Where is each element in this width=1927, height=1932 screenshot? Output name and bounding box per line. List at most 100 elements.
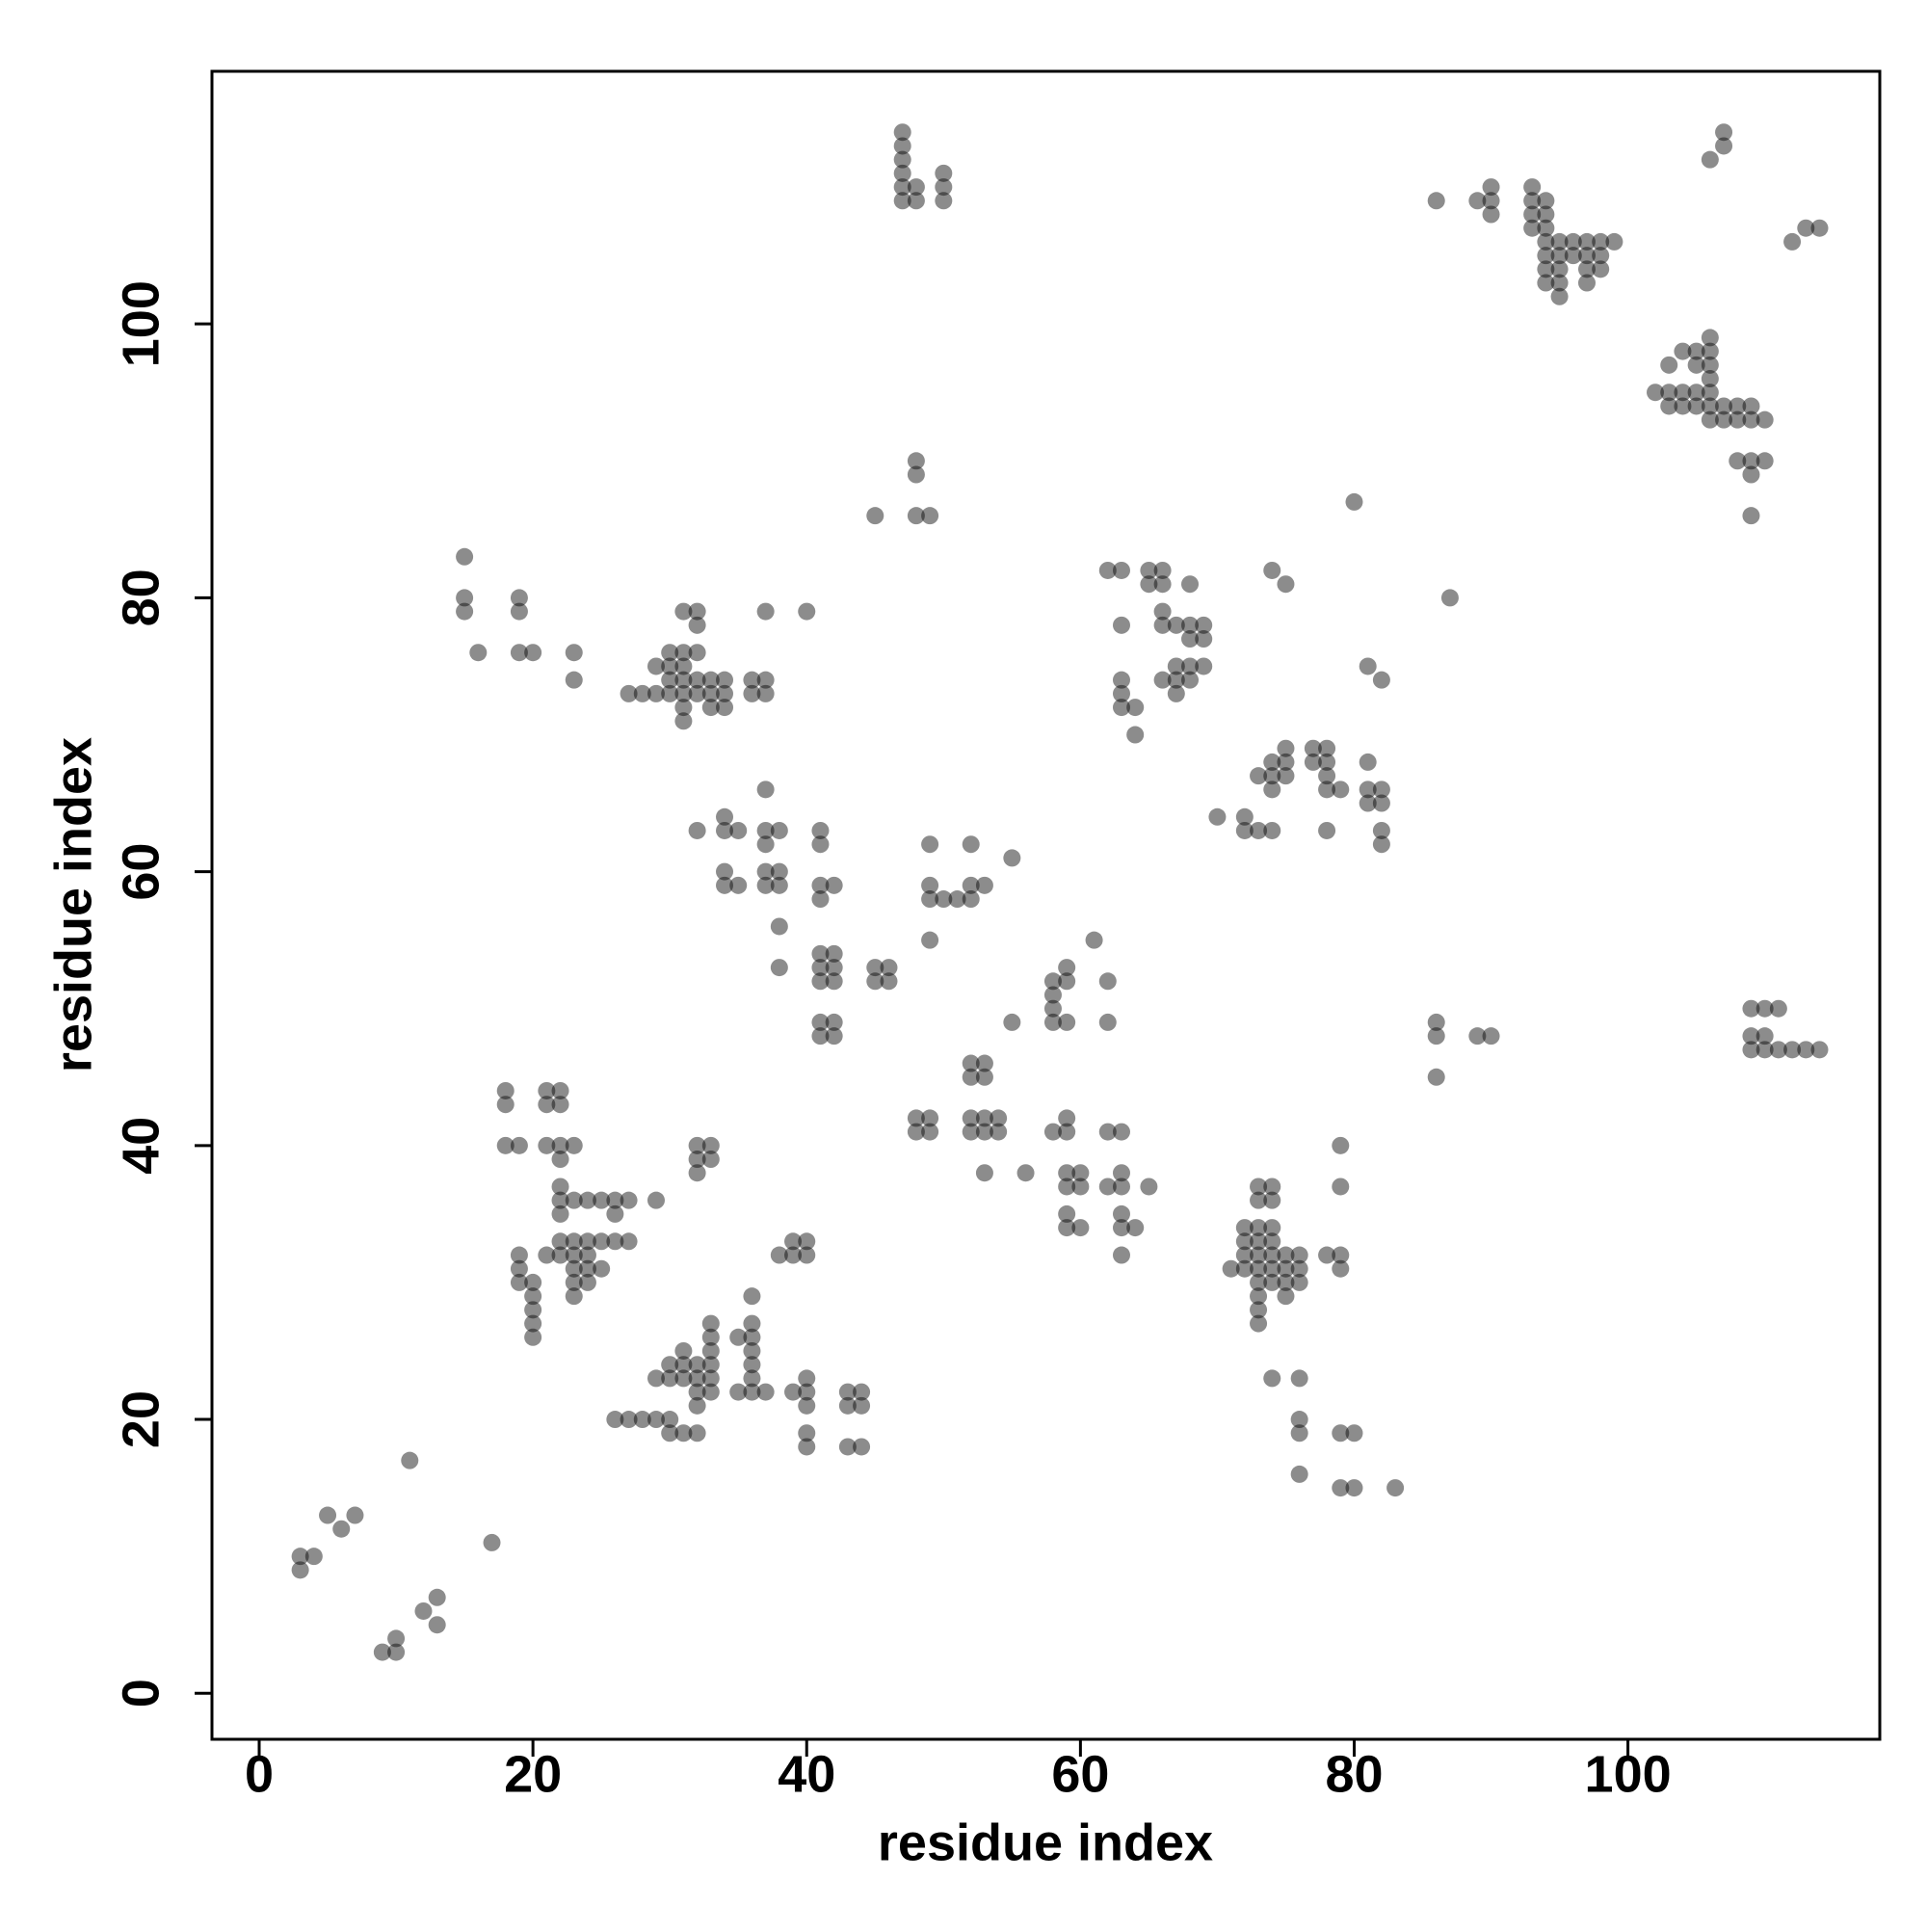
point [975,1123,993,1141]
point [674,699,693,717]
point [893,192,911,210]
point [1153,602,1172,621]
point [866,507,884,525]
point [428,1616,446,1634]
point [866,959,884,977]
point [1167,657,1185,675]
point [551,1081,569,1099]
point [770,876,788,894]
point [456,589,474,607]
point [538,1246,556,1264]
point [1577,260,1596,278]
point [716,684,734,702]
point [565,1191,583,1209]
point [1277,739,1295,757]
point [1195,630,1213,648]
point [1290,1246,1308,1264]
point [661,1424,679,1442]
point [880,972,898,991]
point [633,1411,651,1429]
point [798,602,816,621]
point [1660,384,1678,402]
point [688,1151,706,1169]
point [661,1411,679,1429]
point [1715,137,1733,155]
point [1537,274,1555,292]
point [1140,1178,1158,1196]
point [469,644,488,662]
point [1687,384,1705,402]
point [1153,616,1172,634]
point [1181,630,1200,648]
point [701,1151,720,1169]
point [496,1081,515,1099]
point [1112,561,1130,579]
point [1112,1219,1130,1237]
point [551,1232,569,1251]
point [701,1383,720,1401]
point [825,959,843,977]
point [1755,1027,1774,1045]
point [1715,410,1733,429]
point [1058,972,1076,991]
point [674,657,693,675]
point [1235,1246,1254,1264]
point [1372,835,1390,854]
point [1277,1273,1295,1291]
point [1564,232,1582,251]
point [1577,247,1596,265]
x-tick-label: 80 [1325,1745,1383,1803]
point [1550,232,1569,251]
point [921,1123,939,1141]
point [647,684,665,702]
point [1318,1246,1336,1264]
point [1769,999,1787,1018]
point [1003,1013,1021,1031]
point [921,1109,939,1127]
point [1537,219,1555,237]
point [1783,232,1802,251]
y-tick-label: 0 [112,1679,170,1707]
point [647,1191,665,1209]
point [456,602,474,621]
point [565,671,583,689]
point [1098,1123,1117,1141]
point [743,1328,761,1346]
point [1058,1219,1076,1237]
point [688,671,706,689]
point [825,1027,843,1045]
point [319,1506,337,1524]
point [811,1013,830,1031]
point [866,972,884,991]
point [1058,1109,1076,1127]
point [661,657,679,675]
point [510,1136,528,1154]
point [1592,247,1610,265]
point [756,821,775,839]
point [1277,575,1295,594]
point [907,1123,925,1141]
point [578,1259,596,1278]
point [1715,123,1733,142]
point [743,1287,761,1306]
point [688,1424,706,1442]
point [1647,384,1665,402]
point [1674,384,1692,402]
point [811,959,830,977]
point [921,890,939,909]
point [1537,260,1555,278]
point [1263,767,1281,785]
point [510,602,528,621]
point [811,890,830,909]
point [743,1314,761,1333]
point [838,1396,857,1415]
point [893,123,911,142]
point [853,1396,871,1415]
point [701,699,720,717]
point [756,862,775,881]
y-axis-label: residue index [44,737,102,1072]
point [811,835,830,854]
point [1701,150,1719,169]
point [701,1136,720,1154]
point [606,1204,624,1223]
